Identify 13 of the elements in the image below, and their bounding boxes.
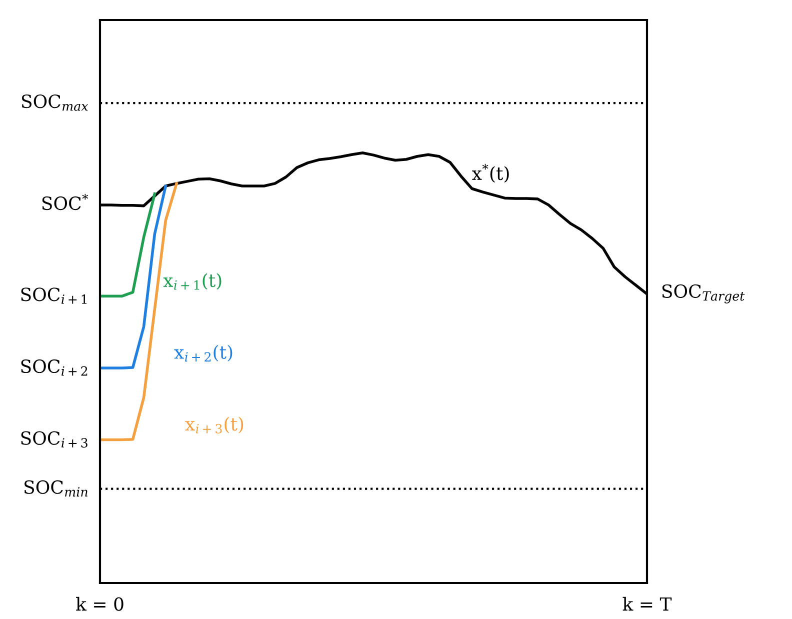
x-tick-label: k = 0	[76, 596, 124, 611]
ref-line-label: SOC$_{max}$	[22, 94, 88, 111]
text: x$_{i+3}$(t)	[185, 416, 244, 434]
annotation: SOC$_{i+2}$	[21, 359, 88, 376]
series-label: x$_{i+2}$(t)	[174, 344, 232, 362]
ref-line-label: SOC$_{min}$	[24, 480, 88, 496]
annotation: SOC$_{i+3}$	[21, 431, 88, 448]
annotation: SOC$_{Target}$	[662, 284, 745, 304]
series-label: x$^{*}$(t)	[472, 164, 509, 183]
annotation: SOC$^{*}$	[42, 194, 88, 210]
series-label: x$_{i+1}$(t)	[163, 273, 222, 290]
annotation: SOC$_{i+1}$	[21, 288, 87, 304]
x-tick-label: k = T	[622, 596, 672, 611]
